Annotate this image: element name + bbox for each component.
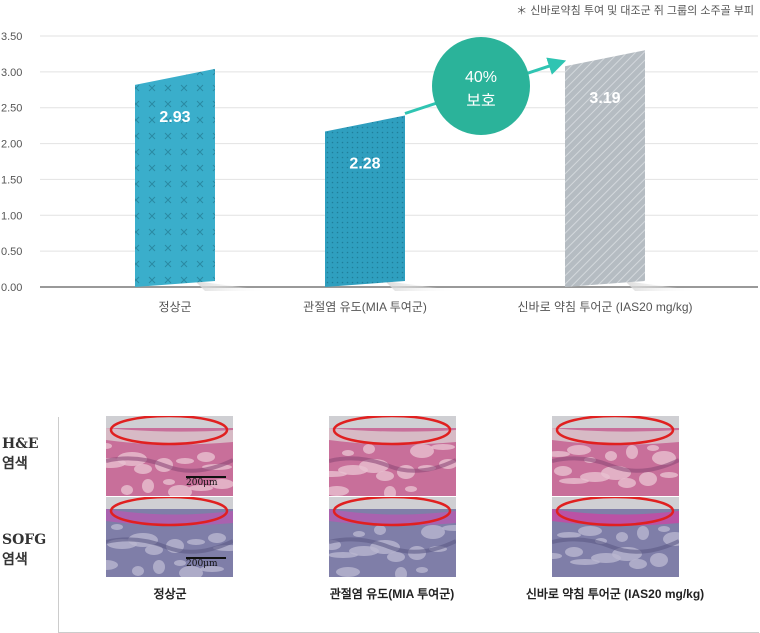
- y-tick-label: 0.50: [1, 246, 22, 258]
- group-label: 신바로 약침 투어군 (IAS20 mg/kg): [525, 587, 705, 601]
- y-tick-label: 2.00: [1, 139, 22, 151]
- scale-bar: 200μm: [186, 476, 226, 488]
- bar-value-label: 2.93: [159, 109, 190, 126]
- badge-label: 보호: [466, 93, 495, 110]
- y-tick-label: 0.00: [1, 282, 22, 294]
- protection-badge: [432, 37, 530, 135]
- bar-shadow: [195, 281, 270, 291]
- y-tick-label: 3.00: [1, 67, 22, 79]
- x-tick-label: 관절염 유도(MIA 투여군): [303, 300, 427, 314]
- sofg-row-label: SOFG 염색: [2, 532, 47, 568]
- sofg-stain-image: [106, 497, 233, 577]
- bar: [565, 50, 645, 287]
- he-row-label: H&E 염색: [2, 436, 39, 472]
- bar: [135, 68, 215, 288]
- bar-value-label: 3.19: [589, 90, 620, 107]
- sofg-stain-image: [329, 497, 456, 577]
- scale-bar: 200μm: [186, 557, 226, 569]
- y-tick-label: 2.50: [1, 103, 22, 115]
- footnote: ＊ 신바로약침 투여 및 대조군 쥐 그룹의 소주골 부피: [516, 5, 754, 17]
- bar-value-label: 2.28: [349, 155, 380, 172]
- he-stain-image: [329, 416, 456, 496]
- y-tick-label: 1.00: [1, 210, 22, 222]
- bar: [325, 115, 405, 288]
- bar-shadow: [385, 281, 460, 291]
- he-stain-image: [552, 416, 679, 496]
- bar-shadow: [625, 281, 700, 291]
- sofg-stain-image: [552, 497, 679, 577]
- group-label: 정상군: [153, 587, 187, 601]
- y-tick-label: 3.50: [1, 31, 22, 43]
- he-stain-image: [106, 416, 233, 496]
- x-tick-label: 신바로 약침 투어군 (IAS20 mg/kg): [517, 299, 692, 314]
- y-tick-label: 1.50: [1, 174, 22, 186]
- x-tick-label: 정상군: [158, 300, 191, 314]
- bone-volume-chart: 0.00 0.50 1.00 1.50 2.00 2.50 3.00 3.50 2.93 정상군…: [1, 31, 758, 314]
- group-label: 관절염 유도(MIA 투여군): [329, 587, 455, 601]
- badge-percent: 40%: [465, 69, 497, 86]
